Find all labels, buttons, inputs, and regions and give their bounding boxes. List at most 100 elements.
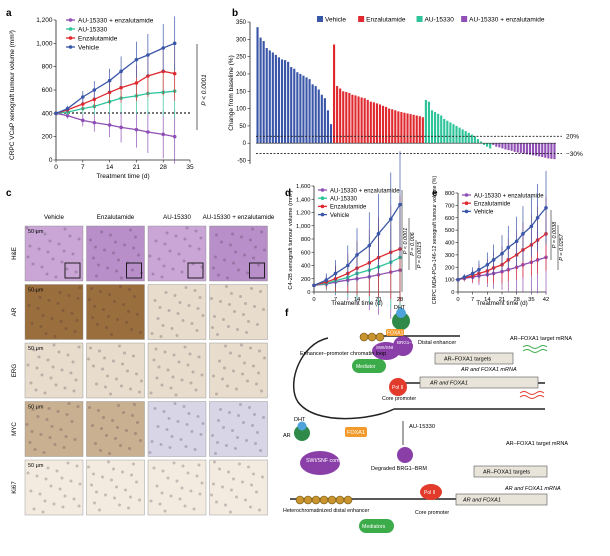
d-y-tick-label: 800 xyxy=(301,237,311,243)
c-texture-dot xyxy=(64,327,68,330)
c-texture-dot xyxy=(201,314,205,317)
c-texture-dot xyxy=(212,482,215,486)
c-texture-dot xyxy=(261,475,264,479)
b-legend-swatch xyxy=(317,16,323,22)
c-texture-dot xyxy=(71,252,75,256)
c-texture-dot xyxy=(106,374,109,378)
c-micrograph xyxy=(86,459,145,516)
c-texture-dot xyxy=(238,354,241,358)
c-texture-dot xyxy=(260,230,263,234)
b-bar xyxy=(357,96,360,144)
b-bar xyxy=(513,143,516,152)
c-texture-dot xyxy=(239,403,242,406)
b-bar xyxy=(443,118,446,144)
c-texture-dot xyxy=(120,384,123,388)
e-y-tick-label: 300 xyxy=(445,253,455,259)
c-texture-dot xyxy=(47,299,51,302)
c-texture-dot xyxy=(104,385,107,389)
a-legend-label: AU-15330 xyxy=(78,26,108,33)
f-targets-label-top: AR–FOXA1 targets xyxy=(444,357,491,363)
b-bar xyxy=(262,41,265,144)
c-texture-dot xyxy=(105,434,108,437)
e-y-tick-label: 100 xyxy=(445,278,455,284)
c-texture-dot xyxy=(256,323,259,326)
b-bar xyxy=(528,143,532,155)
b-bar xyxy=(467,132,470,144)
c-texture-dot xyxy=(226,276,229,280)
b-bar xyxy=(473,136,476,144)
c-micrograph xyxy=(147,401,207,457)
b-y-tick-label: 50 xyxy=(239,124,246,130)
c-texture-dot xyxy=(251,227,254,231)
c-texture-dot xyxy=(242,421,245,424)
panel-label-b: b xyxy=(232,8,238,19)
b-bar xyxy=(455,125,458,144)
b-bar xyxy=(271,52,274,144)
c-micrograph xyxy=(86,225,145,282)
c-texture-dot xyxy=(216,333,219,336)
c-texture-dot xyxy=(223,258,226,262)
c-texture-dot xyxy=(117,258,120,262)
d-data-point xyxy=(333,271,338,276)
c-texture-dot xyxy=(219,408,222,411)
b-bar xyxy=(495,143,498,147)
c-texture-dot xyxy=(66,461,70,465)
c-texture-dot xyxy=(110,478,113,482)
d-legend-marker xyxy=(320,204,325,209)
c-texture-dot xyxy=(258,508,261,512)
c-texture-dot xyxy=(124,488,127,492)
c-texture-dot xyxy=(171,375,175,379)
a-y-tick-label: 400 xyxy=(42,110,53,117)
c-texture-dot xyxy=(201,422,205,425)
e-data-point xyxy=(485,262,490,267)
a-pvalue: P < 0.0001 xyxy=(201,74,208,106)
c-texture-dot xyxy=(127,506,130,510)
f-core-promoter-bottom: Core promoter xyxy=(415,510,449,516)
c-texture-dot xyxy=(199,236,203,240)
b-legend-swatch xyxy=(461,16,468,22)
a-x-tick-label: 7 xyxy=(81,164,85,171)
c-texture-dot xyxy=(230,488,233,492)
c-texture-dot xyxy=(225,444,228,447)
b-bar xyxy=(317,89,320,144)
c-scale-bar-label: 50 μm xyxy=(28,288,44,294)
c-texture-dot xyxy=(163,509,167,513)
c-texture-dot xyxy=(75,464,79,468)
c-texture-dot xyxy=(91,316,94,319)
b-bar xyxy=(535,143,538,156)
c-texture-dot xyxy=(94,442,97,445)
b-bar xyxy=(345,91,348,144)
c-micrograph xyxy=(209,284,268,340)
c-texture-dot xyxy=(46,358,50,362)
a-y-tick-label: 1,200 xyxy=(36,17,53,24)
d-legend-label: AU-15330 + enzalutamide xyxy=(330,188,400,194)
c-texture-dot xyxy=(131,268,134,272)
c-texture-dot xyxy=(34,229,38,233)
c-micrograph xyxy=(24,225,84,282)
c-texture-dot xyxy=(88,298,91,301)
a-data-point xyxy=(146,53,150,57)
b-bar xyxy=(323,98,326,144)
e-data-point xyxy=(544,206,548,210)
c-texture-dot xyxy=(184,286,188,289)
a-legend-label: Vehicle xyxy=(78,44,99,51)
c-micrograph xyxy=(24,284,84,340)
c-texture-dot xyxy=(240,235,243,239)
c-texture-dot xyxy=(239,295,242,298)
c-texture-dot xyxy=(166,476,170,480)
c-texture-dot xyxy=(62,249,66,253)
c-texture-dot xyxy=(138,498,141,502)
c-texture-dot xyxy=(210,297,213,300)
a-y-tick-label: 200 xyxy=(42,134,53,141)
c-texture-dot xyxy=(252,256,255,260)
c-texture-dot xyxy=(263,356,266,360)
e-x-tick-label: 42 xyxy=(543,297,549,303)
f-ar-complex-bottom: DHT xyxy=(294,417,310,441)
c-texture-dot xyxy=(26,255,30,259)
c-texture-dot xyxy=(262,416,265,419)
f-ar-label-bottom: AR xyxy=(283,433,291,439)
f-target-gene-box-bottom xyxy=(473,465,548,478)
b-bar xyxy=(268,50,271,144)
a-data-point xyxy=(172,71,177,76)
c-texture-dot xyxy=(172,353,176,357)
